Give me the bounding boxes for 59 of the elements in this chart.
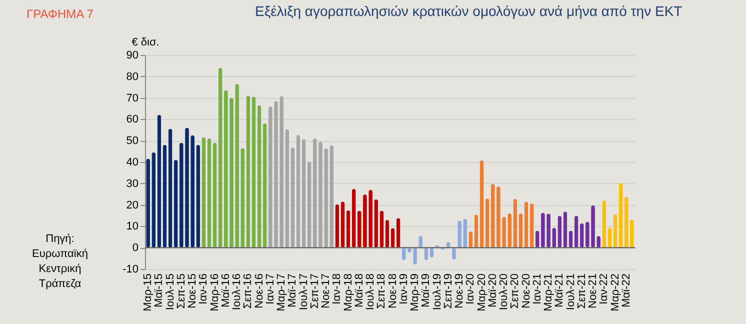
x-tick-label: Ιουλ-17 bbox=[298, 274, 310, 310]
y-tick-label: 20 bbox=[126, 199, 138, 212]
x-tick-label: Σεπ-15 bbox=[175, 274, 188, 309]
x-tick-label: Μαρ-19 bbox=[409, 274, 422, 312]
text: ΓΡΑΦΗΜΑ 7 bbox=[26, 7, 94, 21]
x-tick-label: Μαϊ-17 bbox=[286, 274, 299, 308]
y-tick-label: 80 bbox=[126, 70, 138, 83]
y-tick-label: -10 bbox=[122, 264, 138, 276]
x-tick-label: Νοε-15 bbox=[186, 274, 199, 308]
x-tick-label: Μαϊ-21 bbox=[554, 274, 566, 308]
y-tick-label: 30 bbox=[126, 178, 138, 190]
x-tick-label: Νοε-18 bbox=[386, 274, 399, 308]
x-tick-label: Μαρ-22 bbox=[609, 274, 622, 312]
x-tick-label: Σεπ-18 bbox=[376, 274, 388, 309]
y-tick-label: 70 bbox=[126, 92, 138, 104]
y-tick-label: 40 bbox=[126, 156, 138, 168]
x-tick-label: Μαϊ-22 bbox=[620, 274, 632, 308]
x-tick-label: Ιουλ-18 bbox=[364, 274, 377, 310]
x-tick-label: Μαρ-20 bbox=[476, 274, 488, 312]
x-tick-label: Μαρ-18 bbox=[342, 274, 354, 312]
x-tick-label: Μαρ-15 bbox=[142, 274, 154, 312]
x-tick-label: Μαρ-21 bbox=[542, 274, 555, 312]
x-tick-label: Νοε-19 bbox=[454, 274, 466, 308]
x-tick-label: Ιουλ-19 bbox=[431, 274, 444, 310]
x-tick-label: Ιαν-18 bbox=[331, 274, 344, 304]
x-tick-label: Ιαν-16 bbox=[198, 274, 210, 304]
x-tick-label: Ιαν-19 bbox=[398, 274, 410, 304]
x-tick-label: Μαρ-16 bbox=[208, 274, 221, 312]
x-tick-label: Μαϊ-15 bbox=[153, 274, 166, 308]
y-tick-label: 90 bbox=[126, 50, 138, 62]
y-tick-label: 10 bbox=[126, 220, 138, 233]
x-tick-label: Ιουλ-21 bbox=[564, 274, 577, 310]
x-tick-label: Ιουλ-15 bbox=[164, 274, 176, 310]
y-tick-label: 60 bbox=[126, 114, 138, 126]
x-tick-label: Ιαν-22 bbox=[598, 274, 610, 304]
y-tick-label: 0 bbox=[132, 242, 138, 254]
x-tick-label: Ιουλ-16 bbox=[231, 274, 244, 310]
x-tick-label: Σεπ-16 bbox=[242, 274, 254, 309]
x-tick-label: Μαϊ-19 bbox=[420, 274, 432, 308]
x-tick-label: Μαϊ-18 bbox=[353, 274, 366, 308]
y-axis-title: € δισ. bbox=[132, 36, 160, 48]
chart-title: Εξέλιξη αγοραπωλησιών κρατικών ομολόγων ανά μήνα από την ΕΚΤ bbox=[255, 3, 683, 19]
x-tick-label: Νοε-17 bbox=[320, 274, 332, 308]
x-tick-label: Σεπ-20 bbox=[509, 274, 522, 309]
x-tick-label: Μαϊ-20 bbox=[486, 274, 499, 308]
text: Πηγή: Ευρωπαϊκή Κεντρική Τράπεζα bbox=[32, 233, 88, 290]
x-tick-label: Νοε-21 bbox=[587, 274, 600, 308]
x-tick-label: Ιαν-17 bbox=[264, 274, 276, 304]
x-tick-label: Μαρ-17 bbox=[276, 274, 288, 312]
x-tick-label: Σεπ-19 bbox=[442, 274, 454, 309]
x-tick-label: Σεπ-17 bbox=[308, 274, 321, 309]
x-tick-label: Ιαν-20 bbox=[464, 274, 477, 304]
y-tick-label: 50 bbox=[126, 135, 138, 148]
x-tick-label: Νοε-16 bbox=[253, 274, 266, 308]
x-tick-label: Ιουλ-20 bbox=[498, 274, 510, 310]
x-tick-label: Σεπ-21 bbox=[576, 274, 588, 309]
x-tick-label: Μαϊ-16 bbox=[220, 274, 232, 308]
x-tick-label: Νοε-20 bbox=[520, 274, 532, 308]
x-tick-label: Ιαν-21 bbox=[531, 274, 544, 304]
